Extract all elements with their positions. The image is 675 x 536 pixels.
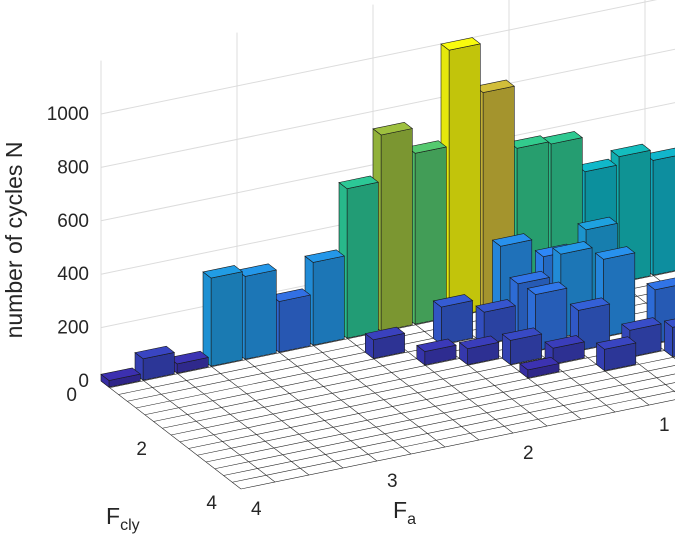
back-bar (440, 37, 481, 318)
fa-tick-label: 1 (659, 415, 670, 436)
floor-line-fa (134, 373, 276, 483)
back-bar (304, 249, 345, 346)
fa-axis-title-main: F (393, 497, 407, 523)
fcly-axis-title-sub: cly (120, 517, 140, 534)
bar-top-face (338, 175, 379, 190)
floor-line-fa (100, 380, 242, 490)
bar-front-face (244, 269, 277, 360)
back-bar (270, 288, 311, 353)
bar-top-face (509, 270, 551, 285)
bar-top-face (621, 317, 662, 331)
fa-tick-label: 4 (251, 499, 262, 520)
floor-line-fa (304, 338, 446, 448)
fcly-axis-title: Fcly (106, 503, 140, 534)
bar-top-face (475, 299, 516, 313)
wall-gridline-z (100, 0, 658, 115)
bar-top-face (432, 294, 474, 308)
bar-front-face (448, 43, 481, 318)
bar-top-face (416, 338, 457, 352)
back-bar (100, 367, 142, 388)
fcly-axis-title-main: F (106, 503, 120, 529)
bar-top-face (364, 326, 406, 341)
bar-front-face (652, 155, 675, 276)
bar-top-face (491, 233, 533, 247)
bar-top-face (372, 121, 413, 136)
bar-top-face (544, 335, 585, 349)
bar-top-face (577, 216, 618, 231)
bar-top-face (663, 318, 675, 328)
grid-bar (501, 327, 543, 366)
back-bar (168, 350, 209, 374)
back-bar (134, 345, 175, 381)
bar-side-face (202, 271, 212, 367)
grid-bar (663, 318, 675, 358)
fa-axis-title: Fa (393, 497, 416, 528)
floor-line-fa (236, 352, 378, 462)
bar-front-face (380, 128, 413, 332)
fa-tick-label: 3 (387, 471, 398, 492)
bar-top-face (526, 281, 568, 295)
bar-front-face (346, 181, 379, 339)
grid-bar (416, 338, 457, 366)
z-axis-title: number of cycles N (1, 142, 27, 339)
bar-top-face (569, 297, 611, 311)
bar-top-face (595, 336, 637, 350)
z-tick-label: 200 (57, 318, 89, 339)
back-bar (202, 265, 243, 367)
z-tick-label: 400 (57, 264, 89, 285)
bar-top-face (458, 335, 500, 350)
floor-line-fa (406, 317, 548, 427)
grid-bar (364, 326, 406, 360)
back-bar (338, 175, 379, 339)
floor-line-fa (202, 359, 344, 469)
bars-layer (100, 37, 675, 388)
bar-top-face (100, 367, 142, 381)
grid-bar (432, 294, 474, 346)
ticks-layer: 0200400600800100002443210-1 (47, 104, 670, 520)
bar-front-face (210, 271, 243, 367)
floor-line-fa (338, 331, 480, 441)
bar-top-face (594, 246, 636, 260)
fcly-tick-label: 4 (206, 493, 217, 514)
grid-bar (519, 356, 560, 379)
fa-tick-label: 2 (523, 443, 534, 464)
bar-top-face (501, 327, 543, 341)
grid-bar (595, 336, 637, 372)
z-tick-label: 1000 (47, 104, 89, 125)
bar-top-face (646, 277, 675, 291)
back-bar (236, 263, 277, 360)
floor-line-fa (168, 366, 310, 476)
bar-top-face (440, 37, 481, 51)
bar-front-face (312, 255, 345, 346)
grid-bar (594, 246, 636, 338)
back-bar (372, 121, 413, 332)
grid-bar (569, 297, 611, 352)
fcly-tick-label: 0 (66, 385, 77, 406)
bar-top-face (134, 345, 175, 360)
fa-axis-title-sub: a (407, 511, 416, 528)
bar-front-face (440, 300, 473, 345)
bar-top-face (552, 241, 593, 255)
z-tick-label: 800 (57, 157, 89, 178)
fcly-tick-label: 2 (136, 439, 147, 460)
bar-front-face (414, 146, 447, 325)
floor-line-fa (270, 345, 412, 455)
bar-front-face (278, 294, 311, 353)
bar-top-face (610, 143, 652, 158)
z-tick-label: 0 (78, 371, 89, 392)
z-tick-label: 600 (57, 211, 89, 232)
bar-top-face (202, 265, 243, 279)
grid-bar (458, 335, 500, 366)
bar-side-face (432, 300, 442, 346)
bar-top-face (304, 249, 345, 263)
back-bar (406, 140, 447, 325)
bar-top-face (519, 356, 560, 371)
